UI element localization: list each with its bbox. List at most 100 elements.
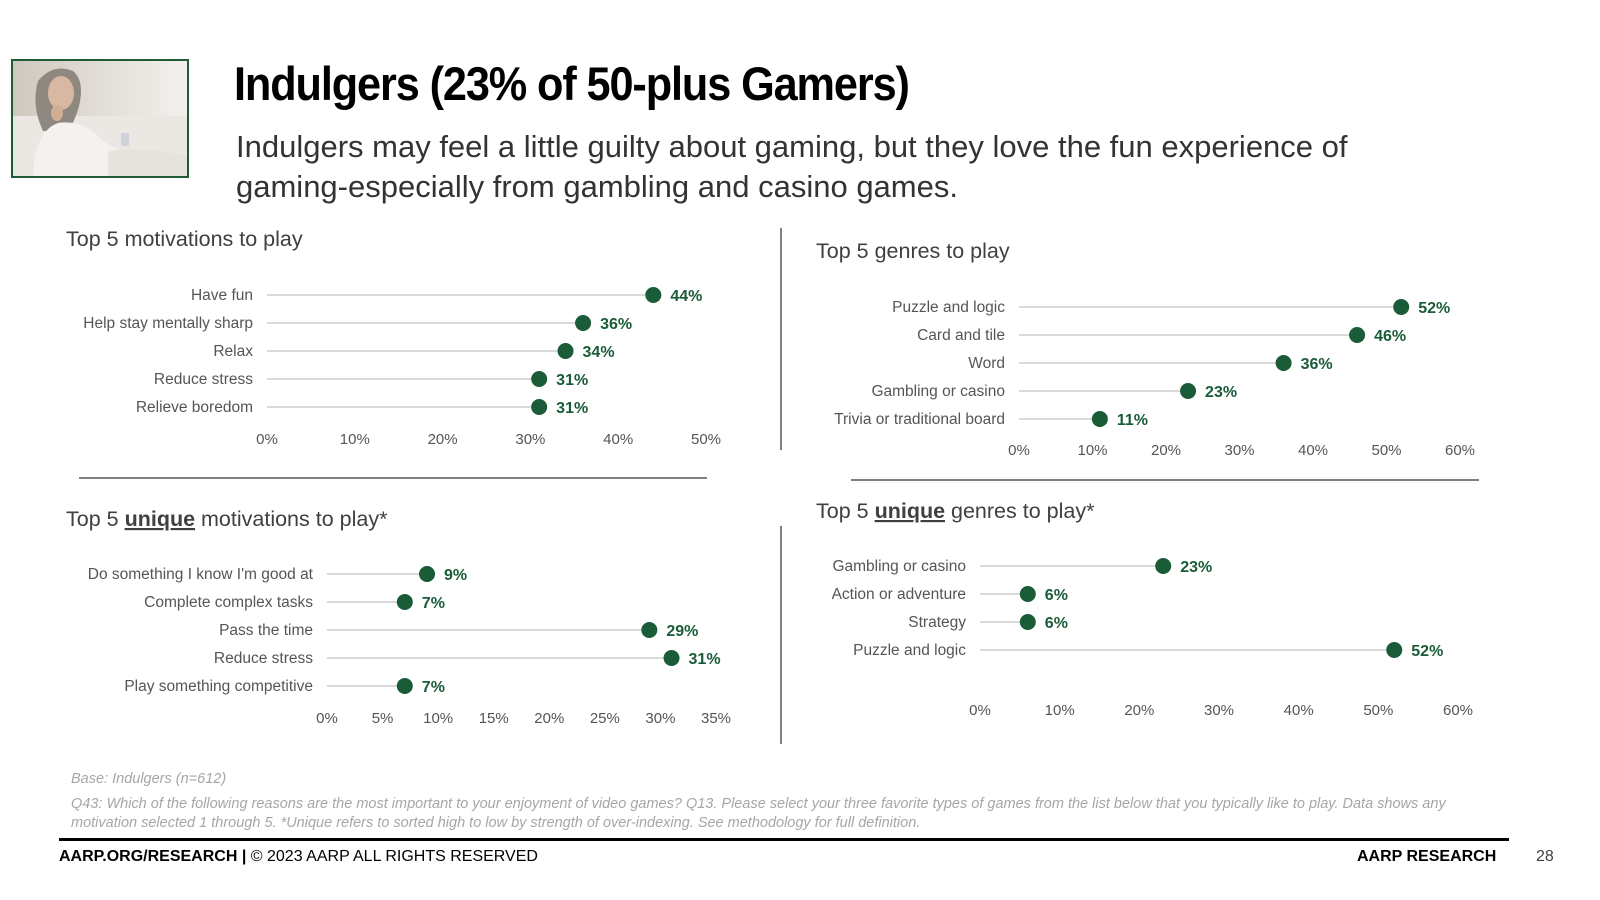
x-tick-label: 35% (701, 710, 731, 727)
category-label: Gambling or casino (871, 383, 1005, 400)
x-tick-label: 50% (691, 431, 721, 448)
vertical-divider-top (780, 228, 782, 450)
chart-title: Top 5 genres to play (816, 239, 1010, 263)
data-label: 36% (1301, 356, 1333, 373)
data-point (1019, 586, 1036, 602)
data-point (419, 566, 436, 582)
x-tick-label: 30% (515, 431, 545, 448)
data-point (1386, 642, 1403, 658)
data-label: 46% (1374, 328, 1406, 345)
category-label: Puzzle and logic (892, 299, 1005, 316)
chart-title: Top 5 unique genres to play* (816, 499, 1095, 523)
x-tick-label: 10% (1045, 702, 1075, 719)
x-tick-label: 60% (1445, 442, 1475, 459)
category-label: Have fun (191, 287, 253, 304)
category-label: Help stay mentally sharp (83, 315, 253, 332)
x-tick-label: 40% (1298, 442, 1328, 459)
data-point (575, 315, 592, 331)
data-point (557, 343, 574, 359)
data-label: 9% (444, 567, 467, 584)
page-title: Indulgers (23% of 50-plus Gamers) (234, 57, 910, 110)
data-label: 7% (422, 679, 445, 696)
x-tick-label: 10% (1077, 442, 1107, 459)
horizontal-divider-left (79, 477, 707, 479)
data-label: 31% (556, 400, 588, 417)
data-label: 31% (689, 651, 721, 668)
chart-unique-genres: Top 5 unique genres to play* Gambling or… (816, 499, 1473, 719)
data-point (641, 622, 658, 638)
question-note: Q43: Which of the following reasons are … (71, 796, 1446, 831)
data-label: 34% (583, 344, 615, 361)
page-subtitle: Indulgers may feel a little guilty about… (236, 129, 1348, 204)
data-point (531, 371, 548, 387)
footer-site-link[interactable]: AARP.ORG/RESEARCH | (59, 848, 247, 865)
category-label: Complete complex tasks (144, 594, 313, 611)
data-label: 6% (1045, 587, 1068, 604)
x-tick-label: 0% (1008, 442, 1030, 459)
data-label: 52% (1411, 643, 1443, 660)
data-label: 29% (666, 623, 698, 640)
x-tick-label: 50% (1363, 702, 1393, 719)
category-label: Relieve boredom (136, 399, 253, 416)
data-point (1349, 327, 1366, 343)
x-tick-label: 40% (1284, 702, 1314, 719)
chart-top-genres: Top 5 genres to play Puzzle and logic 52%… (816, 239, 1475, 459)
indulger-photo (11, 59, 189, 178)
data-label: 6% (1045, 615, 1068, 632)
data-point (531, 399, 548, 415)
data-label: 52% (1418, 300, 1450, 317)
category-label: Do something I know I'm good at (88, 566, 314, 583)
footer-brand: AARP RESEARCH (1357, 848, 1497, 865)
data-point (1019, 614, 1036, 630)
base-note: Base: Indulgers (n=612) (71, 771, 227, 787)
category-label: Trivia or traditional board (834, 411, 1005, 428)
horizontal-divider-right (851, 479, 1479, 481)
data-point (396, 678, 413, 694)
x-tick-label: 25% (590, 710, 620, 727)
chart-top-motivations: Top 5 motivations to play Have fun 44% Hel… (66, 227, 721, 448)
data-point (1091, 411, 1108, 427)
category-label: Reduce stress (154, 371, 253, 388)
x-tick-label: 40% (603, 431, 633, 448)
data-point (645, 287, 662, 303)
data-label: 7% (422, 595, 445, 612)
category-label: Play something competitive (124, 678, 313, 695)
footer-rule (59, 838, 1509, 841)
data-point (1180, 383, 1197, 399)
x-tick-label: 5% (372, 710, 394, 727)
chart-unique-motivations: Top 5 unique motivations to play* Do som… (66, 507, 731, 727)
x-tick-label: 60% (1443, 702, 1473, 719)
x-tick-label: 30% (1204, 702, 1234, 719)
footer-copyright: © 2023 AARP ALL RIGHTS RESERVED (246, 848, 538, 865)
x-tick-label: 0% (256, 431, 278, 448)
data-point (663, 650, 680, 666)
category-label: Card and tile (917, 327, 1005, 344)
x-tick-label: 20% (534, 710, 564, 727)
data-point (1393, 299, 1410, 315)
x-tick-label: 20% (1151, 442, 1181, 459)
x-tick-label: 15% (479, 710, 509, 727)
category-label: Pass the time (219, 622, 313, 639)
x-tick-label: 10% (340, 431, 370, 448)
data-label: 36% (600, 316, 632, 333)
category-label: Strategy (908, 614, 966, 631)
category-label: Gambling or casino (832, 558, 966, 575)
chart-title: Top 5 motivations to play (66, 227, 303, 251)
vertical-divider-bottom (780, 526, 782, 744)
category-label: Reduce stress (214, 650, 313, 667)
x-tick-label: 50% (1371, 442, 1401, 459)
x-tick-label: 20% (428, 431, 458, 448)
data-label: 31% (556, 372, 588, 389)
category-label: Puzzle and logic (853, 642, 966, 659)
data-label: 11% (1117, 412, 1148, 429)
x-tick-label: 30% (1224, 442, 1254, 459)
x-tick-label: 0% (316, 710, 338, 727)
x-tick-label: 0% (969, 702, 991, 719)
footer-left: AARP.ORG/RESEARCH | © 2023 AARP ALL RIGH… (59, 848, 538, 866)
data-label: 23% (1180, 559, 1212, 576)
category-label: Action or adventure (832, 586, 966, 603)
category-label: Relax (213, 343, 253, 360)
x-tick-label: 30% (645, 710, 675, 727)
data-point (1275, 355, 1292, 371)
woman-with-phone-illustration (13, 61, 187, 176)
